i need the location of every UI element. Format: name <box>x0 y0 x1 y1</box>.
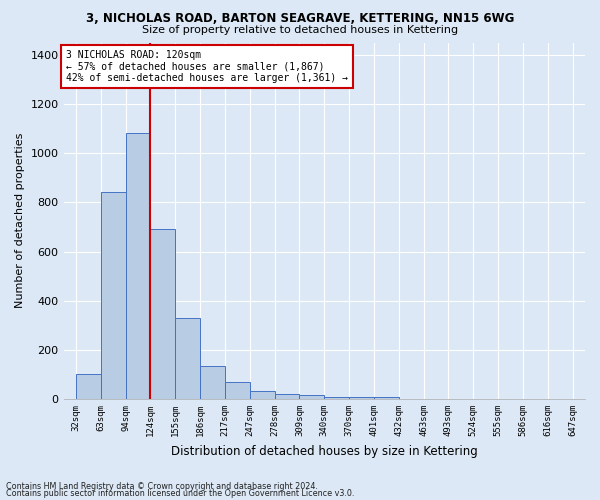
Bar <box>250 391 275 399</box>
Text: Contains HM Land Registry data © Crown copyright and database right 2024.: Contains HM Land Registry data © Crown c… <box>6 482 318 491</box>
Bar <box>349 396 374 399</box>
Text: Contains public sector information licensed under the Open Government Licence v3: Contains public sector information licen… <box>6 489 355 498</box>
Bar <box>374 397 399 399</box>
Bar <box>76 374 101 399</box>
Bar <box>200 366 225 399</box>
Bar <box>101 192 125 399</box>
Bar <box>175 318 200 399</box>
Y-axis label: Number of detached properties: Number of detached properties <box>15 133 25 308</box>
Bar <box>225 382 250 399</box>
Bar <box>275 394 299 399</box>
Text: 3, NICHOLAS ROAD, BARTON SEAGRAVE, KETTERING, NN15 6WG: 3, NICHOLAS ROAD, BARTON SEAGRAVE, KETTE… <box>86 12 514 26</box>
Text: 3 NICHOLAS ROAD: 120sqm
← 57% of detached houses are smaller (1,867)
42% of semi: 3 NICHOLAS ROAD: 120sqm ← 57% of detache… <box>66 50 348 83</box>
X-axis label: Distribution of detached houses by size in Kettering: Distribution of detached houses by size … <box>171 444 478 458</box>
Bar <box>324 396 349 399</box>
Bar <box>125 134 151 399</box>
Bar <box>299 396 324 399</box>
Bar <box>151 230 175 399</box>
Text: Size of property relative to detached houses in Kettering: Size of property relative to detached ho… <box>142 25 458 35</box>
